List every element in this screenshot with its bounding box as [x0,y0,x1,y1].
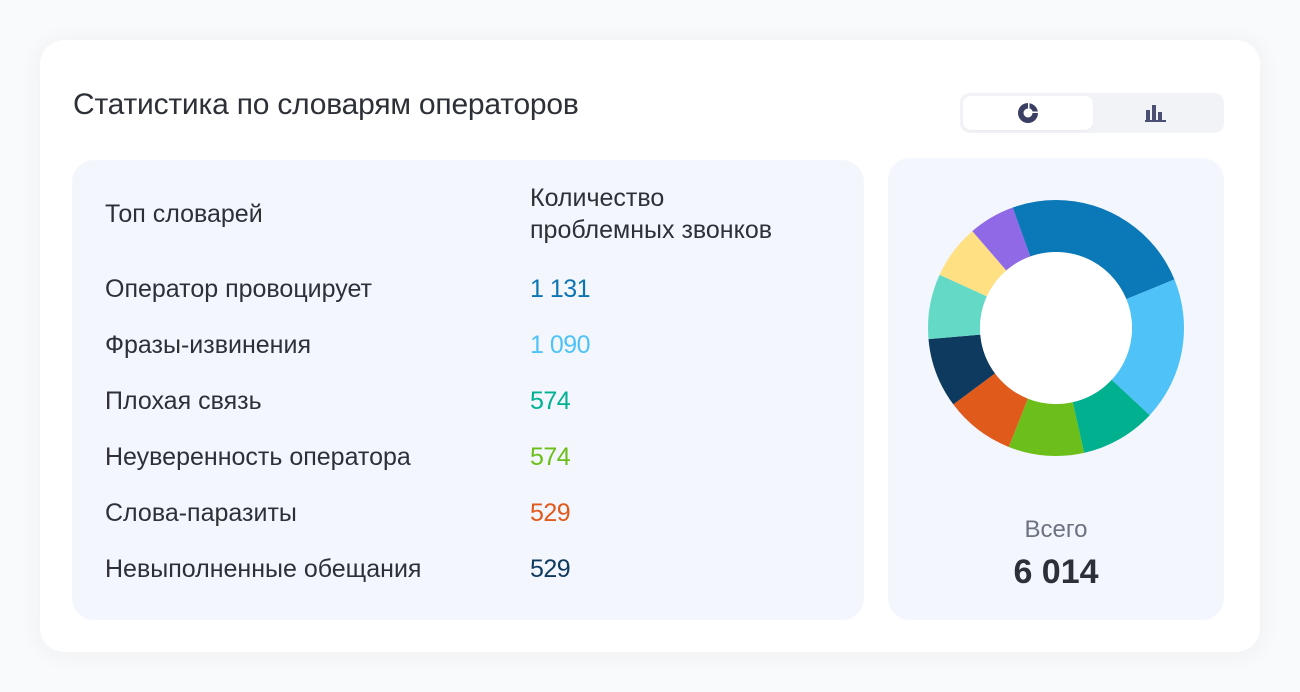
table-row-name: Фразы-извинения [105,329,311,361]
table-row-name: Невыполненные обещания [105,553,421,585]
table-row-value: 1 090 [530,329,590,361]
donut-chart-icon [1017,102,1039,124]
donut-chart [920,192,1192,464]
table-row-value: 574 [530,441,570,473]
toggle-bar-button[interactable] [1091,96,1221,130]
toggle-donut-button[interactable] [963,96,1093,130]
total-value: 6 014 [888,553,1224,592]
table-row-value: 574 [530,385,570,417]
card-title: Статистика по словарям операторов [73,88,579,122]
total-label: Всего [888,516,1224,544]
bar-chart-icon [1145,104,1167,122]
col-header-count-line2: проблемных звонков [530,214,772,246]
table-row-name: Неуверенность оператора [105,441,411,473]
col-header-count-line1: Количество [530,182,664,214]
table-row-name: Слова-паразиты [105,497,297,529]
table-row-value: 1 131 [530,273,590,305]
table-row-value: 529 [530,497,570,529]
table-row-value: 529 [530,553,570,585]
table-row-name: Оператор провоцирует [105,273,372,305]
donut-hole [980,252,1132,404]
chart-type-toggle [960,93,1224,133]
col-header-top-dictionaries: Топ словарей [105,198,263,230]
table-row-name: Плохая связь [105,385,262,417]
